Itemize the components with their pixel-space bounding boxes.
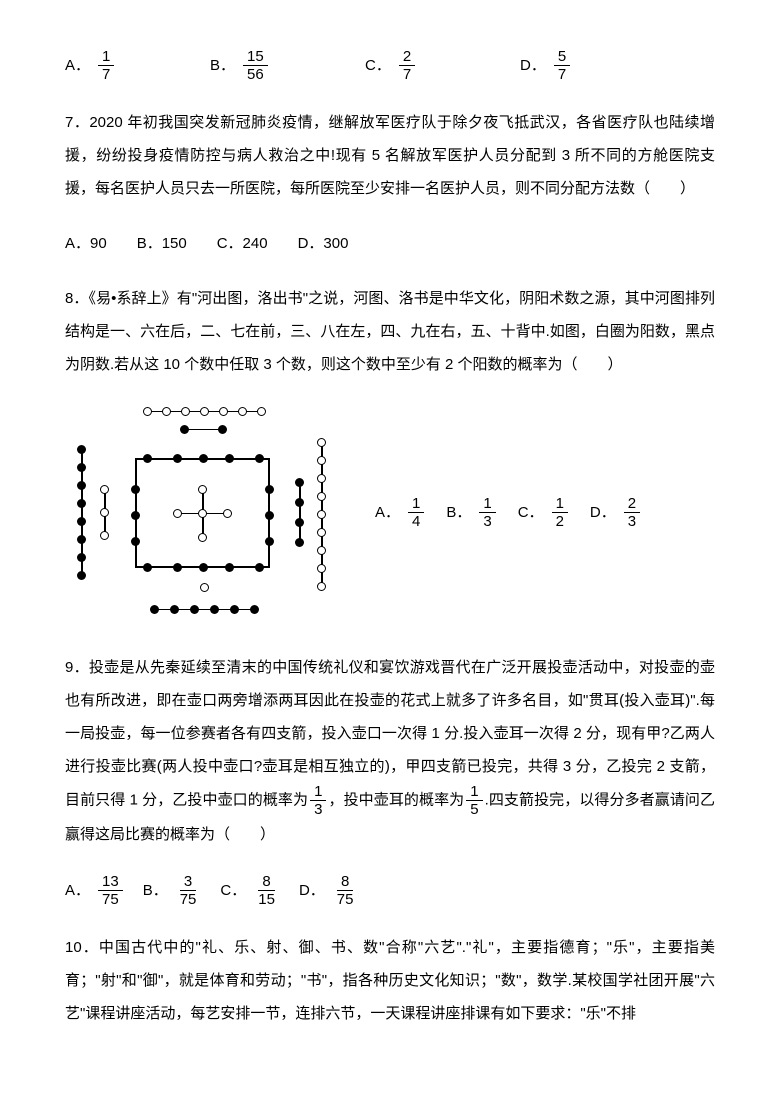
- q8-opt-d: D． 2 3: [590, 495, 640, 531]
- opt-label: A．: [375, 496, 400, 529]
- fraction: 15 56: [243, 48, 268, 84]
- fraction: 2 7: [399, 48, 415, 84]
- hetu-diagram: [65, 403, 345, 623]
- q8-opt-a: A． 1 4: [375, 495, 424, 531]
- fraction: 1 4: [408, 495, 424, 531]
- q6-options: A． 1 7 B． 15 56 C． 2 7 D． 5 7: [65, 48, 715, 84]
- fraction: 5 7: [554, 48, 570, 84]
- q9-text1: 投壶是从先秦延续至清末的中国传统礼仪和宴饮游戏晋代在广泛开展投壶活动中，对投壶的…: [65, 659, 715, 809]
- q7-options: A．90 B．150 C．240 D．300: [65, 227, 715, 260]
- opt-label: D．: [590, 496, 616, 529]
- q9-options: A． 13 75 B． 3 75 C． 8 15 D． 8 75: [65, 873, 715, 909]
- q6-opt-c: C． 2 7: [365, 48, 520, 84]
- opt-label: B．: [210, 49, 235, 82]
- opt-label: D．: [520, 49, 546, 82]
- opt-label: C．: [518, 496, 544, 529]
- q8-options: A． 1 4 B． 1 3 C． 1 2 D． 2 3: [375, 495, 640, 531]
- opt-label: C．: [365, 49, 391, 82]
- q9-opt-c: C． 8 15: [220, 873, 279, 909]
- q9: 9．投壶是从先秦延续至清末的中国传统礼仪和宴饮游戏晋代在广泛开展投壶活动中，对投…: [65, 651, 715, 852]
- q9-opt-a: A． 13 75: [65, 873, 123, 909]
- q8-opt-c: C． 1 2: [518, 495, 568, 531]
- fraction: 13 75: [98, 873, 123, 909]
- fraction: 1 7: [98, 48, 114, 84]
- fraction: 8 15: [254, 873, 279, 909]
- q7: 7．2020 年初我国突发新冠肺炎疫情，继解放军医疗队于除夕夜飞抵武汉，各省医疗…: [65, 106, 715, 205]
- fraction: 3 75: [176, 873, 201, 909]
- fraction: 1 3: [479, 495, 495, 531]
- q6-opt-b: B． 15 56: [210, 48, 365, 84]
- q9-text2: ，投中壶耳的概率为: [328, 791, 464, 808]
- fraction: 8 75: [333, 873, 358, 909]
- q9-num: 9．: [65, 659, 89, 676]
- q8-figure-options: A． 1 4 B． 1 3 C． 1 2 D． 2 3: [65, 403, 715, 623]
- fraction: 1 2: [552, 495, 568, 531]
- q7-num: 7．: [65, 114, 89, 131]
- opt-label: A．: [65, 874, 90, 907]
- opt-label: B．: [143, 874, 168, 907]
- fraction: 2 3: [624, 495, 640, 531]
- q8-opt-b: B． 1 3: [446, 495, 495, 531]
- fraction: 1 5: [466, 783, 482, 819]
- opt-label: C．: [220, 874, 246, 907]
- q9-opt-d: D． 8 75: [299, 873, 358, 909]
- q6-opt-a: A． 1 7: [65, 48, 210, 84]
- opt-label: D．: [299, 874, 325, 907]
- q6-opt-d: D． 5 7: [520, 48, 570, 84]
- q10: 10．中国古代中的"礼、乐、射、御、书、数"合称"六艺"."礼"，主要指德育；"…: [65, 931, 715, 1030]
- opt-label: A．: [65, 49, 90, 82]
- q9-opt-b: B． 3 75: [143, 873, 201, 909]
- q7-text: 2020 年初我国突发新冠肺炎疫情，继解放军医疗队于除夕夜飞抵武汉，各省医疗队也…: [65, 114, 715, 197]
- q8: 8．《易•系辞上》有"河出图，洛出书"之说，河图、洛书是中华文化，阴阳术数之源，…: [65, 282, 715, 381]
- q8-num: 8．: [65, 290, 89, 307]
- fraction: 1 3: [310, 783, 326, 819]
- opt-label: B．: [446, 496, 471, 529]
- q8-text: 《易•系辞上》有"河出图，洛出书"之说，河图、洛书是中华文化，阴阳术数之源，其中…: [65, 290, 715, 373]
- q10-text: 中国古代中的"礼、乐、射、御、书、数"合称"六艺"."礼"，主要指德育；"乐"，…: [65, 939, 715, 1022]
- q10-num: 10．: [65, 939, 99, 956]
